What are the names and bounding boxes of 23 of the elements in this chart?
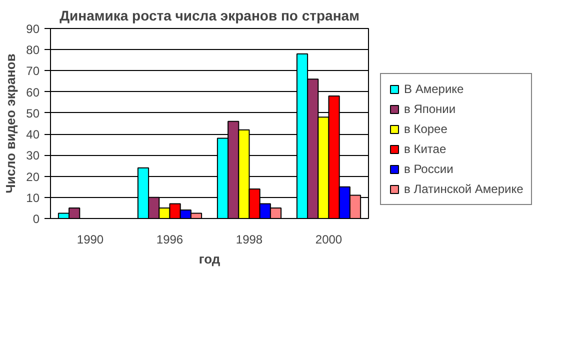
y-axis-title: Число видео экранов — [3, 54, 18, 194]
legend-label: в Латинской Америке — [404, 182, 524, 196]
x-tick-label: 1990 — [76, 232, 104, 246]
x-tick-label: 1998 — [236, 232, 263, 246]
y-tick-label: 40 — [26, 128, 40, 142]
y-tick-label: 30 — [26, 148, 40, 163]
y-tick-label: 90 — [26, 22, 40, 36]
legend-label: в Китае — [404, 142, 446, 156]
chart-title: Динамика роста числа экранов по странам — [60, 8, 360, 24]
y-tick-label: 50 — [26, 106, 40, 120]
x-tick-label: 2000 — [315, 232, 342, 246]
y-tick-label: 20 — [26, 170, 40, 184]
y-tick-label: 0 — [32, 212, 40, 226]
legend-label: в Японии — [404, 102, 456, 116]
y-tick-label: 70 — [26, 64, 40, 78]
y-tick-label: 80 — [26, 43, 40, 58]
legend-label: в России — [404, 162, 454, 176]
legend-label: в Корее — [404, 122, 448, 136]
x-tick-label: 1996 — [156, 232, 184, 246]
y-tick-label: 10 — [26, 190, 40, 205]
x-axis-title: год — [198, 252, 221, 266]
legend-label: В Америке — [404, 82, 464, 96]
y-tick-label: 60 — [26, 85, 40, 100]
